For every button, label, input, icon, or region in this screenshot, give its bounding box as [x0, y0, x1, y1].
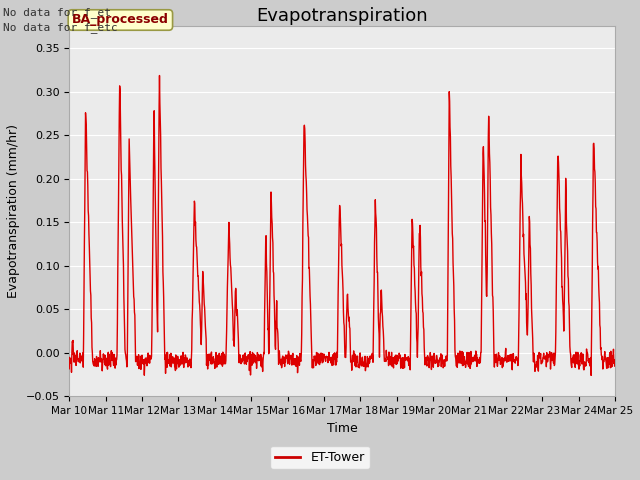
Text: No data for f_et: No data for f_et: [3, 7, 111, 18]
Y-axis label: Evapotranspiration (mm/hr): Evapotranspiration (mm/hr): [7, 124, 20, 299]
Title: Evapotranspiration: Evapotranspiration: [256, 7, 428, 25]
Legend: ET-Tower: ET-Tower: [270, 446, 370, 469]
X-axis label: Time: Time: [327, 421, 358, 435]
Text: BA_processed: BA_processed: [72, 13, 169, 26]
Text: No data for f_etc: No data for f_etc: [3, 22, 118, 33]
